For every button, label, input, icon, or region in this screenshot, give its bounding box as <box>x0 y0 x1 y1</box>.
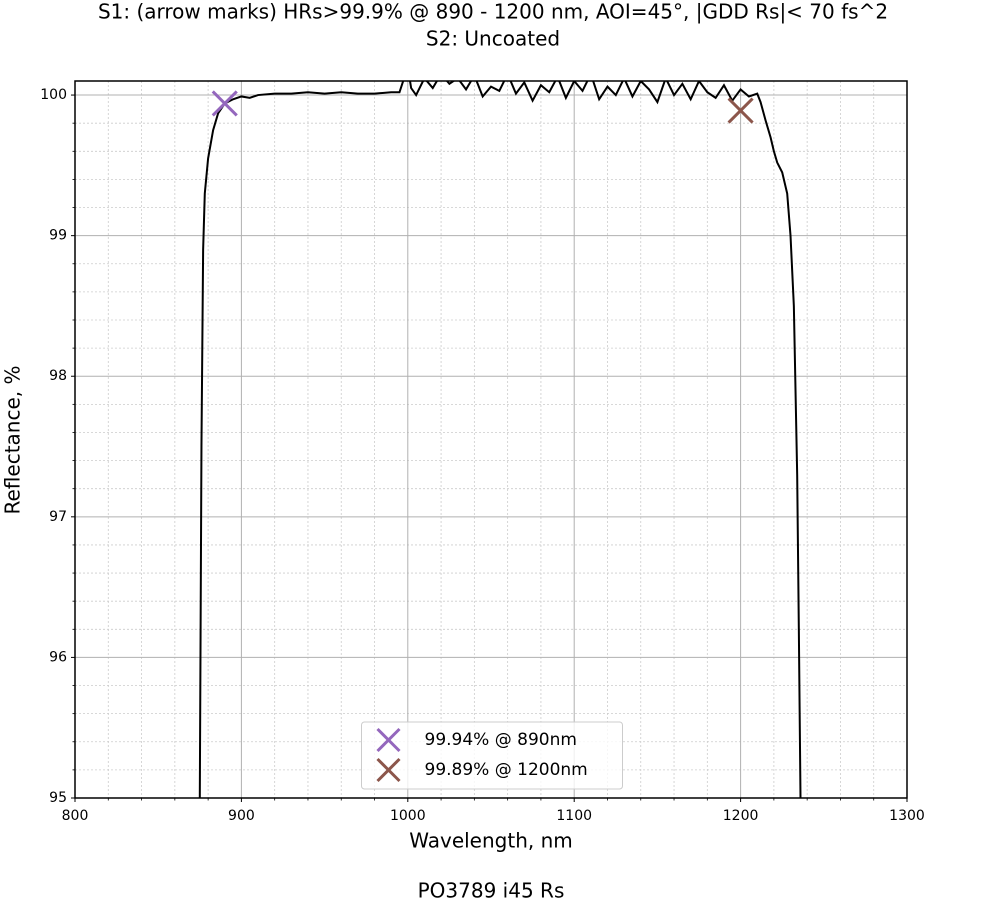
marker-stroke <box>727 97 754 124</box>
y-tick-label: 99 <box>49 228 67 244</box>
x-tick-label: 1200 <box>723 808 759 824</box>
legend-label: 99.89% @ 1200nm <box>425 760 588 780</box>
grid <box>74 81 908 799</box>
y-tick-label: 98 <box>49 368 67 384</box>
y-tick-label: 100 <box>40 87 67 103</box>
x-tick-label: 800 <box>62 808 89 824</box>
legend: 99.94% @ 890nm 99.89% @ 1200nm <box>361 721 623 790</box>
marker <box>376 757 401 783</box>
marker-stroke <box>376 757 401 783</box>
plot-frame <box>74 80 908 799</box>
legend-box <box>361 721 623 790</box>
x-tick-label: 1300 <box>889 808 925 824</box>
x-tick-label: 900 <box>228 808 255 824</box>
y-tick-label: 96 <box>49 649 67 665</box>
y-axis-label: Reflectance, % <box>1 366 25 515</box>
x-axis-label: Wavelength, nm <box>409 829 573 853</box>
chart-title: S1: (arrow marks) HRs>99.9% @ 890 - 1200… <box>98 0 888 24</box>
marker-stroke <box>211 90 238 117</box>
y-tick-label: 97 <box>49 509 67 525</box>
y-tick-label: 95 <box>49 790 67 806</box>
legend-label: 99.94% @ 890nm <box>425 730 577 750</box>
plot-area <box>198 81 802 798</box>
x-tick-label: 1100 <box>556 808 592 824</box>
footer: PO3789 i45 Rs <box>418 879 565 903</box>
ticks: 800 900 1000 1100 1200 1300 95 96 97 98 99 100 <box>40 87 925 824</box>
marker <box>211 90 238 117</box>
marker-stroke <box>376 727 401 753</box>
data-line <box>198 81 802 798</box>
marker <box>727 97 754 124</box>
chart-subtitle: S2: Uncoated <box>426 27 560 51</box>
marker <box>376 727 401 753</box>
x-tick-label: 1000 <box>390 808 426 824</box>
